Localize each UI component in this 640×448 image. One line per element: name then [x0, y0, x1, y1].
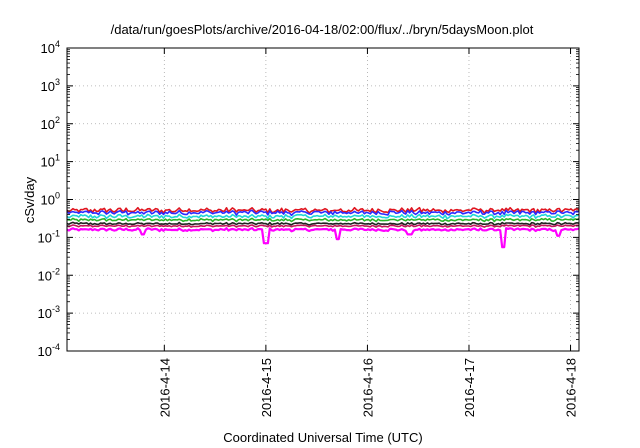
- x-axis: 2016-4-14 2016-4-15 2016-4-16 2016-4-17 2016…: [157, 48, 579, 417]
- series-line: [66, 221, 580, 226]
- series-line: [66, 206, 580, 215]
- y-tick-label: 10-3: [38, 304, 60, 321]
- y-tick-label: 10-2: [38, 266, 60, 283]
- y-axis: 10-4 10-3 10-2 10-1 100 101 102 103 104: [38, 39, 579, 359]
- y-axis-label: cSv/day: [22, 176, 37, 223]
- series-line: [66, 224, 579, 228]
- y-tick-label: 102: [41, 115, 60, 132]
- x-axis-label: Coordinated Universal Time (UTC): [223, 430, 422, 445]
- x-tick-label: 2016-4-16: [360, 358, 375, 417]
- y-tick-label: 10-1: [38, 228, 60, 245]
- y-tick-label: 101: [41, 153, 60, 170]
- y-tick-label: 100: [41, 191, 60, 208]
- chart-title: /data/run/goesPlots/archive/2016-04-18/0…: [111, 22, 534, 37]
- y-tick-label: 103: [41, 77, 60, 94]
- x-tick-label: 2016-4-15: [259, 358, 274, 417]
- x-tick-label: 2016-4-18: [564, 358, 579, 417]
- series-line: [66, 227, 580, 249]
- x-tick-label: 2016-4-17: [462, 358, 477, 417]
- x-tick-label: 2016-4-14: [157, 358, 172, 417]
- series-line: [66, 209, 580, 217]
- series-group: [66, 206, 580, 249]
- grid: [67, 48, 579, 351]
- series-line: [66, 213, 580, 220]
- series-line: [66, 217, 580, 223]
- y-tick-label: 104: [41, 39, 60, 56]
- y-tick-label: 10-4: [38, 342, 60, 359]
